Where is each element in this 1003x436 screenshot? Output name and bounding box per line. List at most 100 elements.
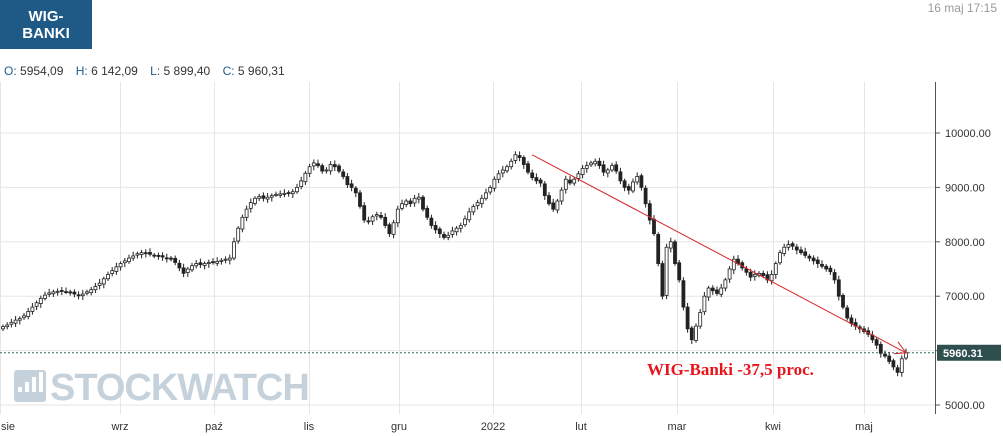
candle xyxy=(257,196,262,199)
candle xyxy=(450,230,455,235)
candle xyxy=(664,246,669,296)
logo-bar xyxy=(32,377,36,392)
y-tick-label: 10000.00 xyxy=(945,128,991,140)
x-tick-label: sie xyxy=(1,421,15,433)
candle xyxy=(794,246,799,251)
candle xyxy=(164,257,169,260)
candle xyxy=(530,172,535,179)
ohlc-open: O: 5954,09 xyxy=(4,64,64,78)
candle xyxy=(610,165,614,171)
x-tick-label: maj xyxy=(855,421,873,433)
candle xyxy=(181,267,186,274)
candle xyxy=(685,306,690,330)
candle xyxy=(76,294,81,297)
candle xyxy=(614,164,619,172)
candle xyxy=(122,260,127,264)
candle xyxy=(904,352,908,359)
candle xyxy=(169,257,173,260)
candle xyxy=(68,291,73,294)
candle xyxy=(379,215,383,218)
candle xyxy=(618,171,623,182)
candle xyxy=(689,327,694,341)
candle xyxy=(59,290,64,292)
x-tick-label: lut xyxy=(575,421,587,433)
candle xyxy=(307,166,312,174)
candle xyxy=(290,191,295,195)
candle xyxy=(383,216,388,226)
candle xyxy=(824,265,829,270)
candle xyxy=(177,262,182,269)
candle xyxy=(593,160,598,165)
candle xyxy=(643,187,648,205)
candle xyxy=(269,195,274,198)
candle xyxy=(127,257,131,263)
candle xyxy=(652,218,656,235)
candle xyxy=(559,189,564,202)
candle xyxy=(370,216,375,222)
candle xyxy=(555,200,560,211)
index-badge[interactable]: WIG- BANKI xyxy=(0,0,92,49)
candle xyxy=(206,262,211,264)
trend-arrow-icon xyxy=(893,341,907,355)
candle xyxy=(416,196,421,200)
candle xyxy=(874,339,879,346)
candle xyxy=(639,175,644,188)
candle xyxy=(72,291,77,295)
candle xyxy=(89,289,94,294)
x-tick-label: kwi xyxy=(765,421,781,433)
candle xyxy=(748,271,753,278)
candle xyxy=(458,225,463,229)
candle xyxy=(496,173,501,180)
candle xyxy=(811,257,816,262)
candle xyxy=(110,270,115,275)
candle xyxy=(408,200,413,205)
candle xyxy=(790,243,795,247)
candle xyxy=(568,179,572,184)
candle xyxy=(656,234,661,264)
candle xyxy=(26,311,31,318)
candle xyxy=(572,178,577,184)
candle xyxy=(1,326,5,330)
candle xyxy=(101,278,106,285)
candle xyxy=(404,200,409,205)
candle xyxy=(227,257,232,261)
candle xyxy=(702,295,707,313)
candle xyxy=(118,263,123,268)
candle xyxy=(34,302,39,307)
candle xyxy=(517,155,522,158)
candle xyxy=(647,203,652,221)
candle xyxy=(752,274,757,277)
last-price-badge xyxy=(937,344,1001,361)
candle xyxy=(471,206,476,213)
ohlc-low: L: 5 899,40 xyxy=(150,64,211,78)
candle xyxy=(677,262,682,281)
candle xyxy=(261,195,266,199)
candle xyxy=(513,154,518,161)
candle xyxy=(278,193,283,196)
stockwatch-logo-icon xyxy=(14,370,46,402)
candle xyxy=(299,180,304,187)
candle xyxy=(265,196,270,200)
ohlc-close: C: 5 960,31 xyxy=(222,64,285,78)
candle xyxy=(547,195,551,205)
candle xyxy=(9,321,14,325)
candle xyxy=(148,252,152,255)
candle xyxy=(202,263,207,266)
candle xyxy=(43,294,47,299)
candle xyxy=(479,197,484,204)
candle xyxy=(542,183,547,196)
candle xyxy=(883,353,887,357)
candle xyxy=(391,222,396,235)
candle xyxy=(832,272,837,281)
candle xyxy=(80,293,85,297)
candle xyxy=(631,181,635,192)
logo-bar xyxy=(18,387,22,392)
candle xyxy=(895,367,900,373)
candle xyxy=(320,165,325,172)
candle xyxy=(282,192,287,195)
candle xyxy=(93,286,98,291)
candle xyxy=(358,192,362,207)
candle xyxy=(635,176,640,183)
candle xyxy=(425,207,430,218)
